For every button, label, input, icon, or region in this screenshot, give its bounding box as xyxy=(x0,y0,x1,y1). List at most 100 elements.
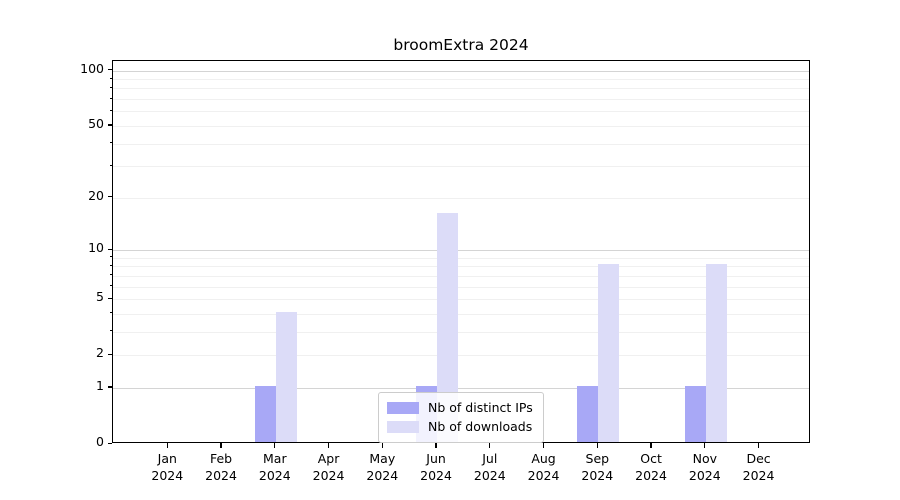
y-axis-tick xyxy=(107,386,112,388)
y-axis-minor-tick xyxy=(109,274,112,276)
y-gridline-minor xyxy=(113,257,809,259)
bar-distinct-ips xyxy=(577,385,599,442)
x-tick-label: Jun 2024 xyxy=(406,450,466,484)
bar-distinct-ips xyxy=(254,385,276,442)
y-axis-tick xyxy=(107,248,112,250)
x-axis-tick xyxy=(757,443,760,448)
x-tick-label: Aug 2024 xyxy=(514,450,574,484)
y-gridline-minor xyxy=(113,143,809,145)
y-gridline-minor xyxy=(113,275,809,277)
y-axis-minor-tick xyxy=(109,97,112,99)
x-tick-label: Apr 2024 xyxy=(299,450,359,484)
y-axis-minor-tick xyxy=(109,164,112,166)
x-tick-label: Jan 2024 xyxy=(137,450,197,484)
x-tick-label: Oct 2024 xyxy=(621,450,681,484)
y-axis-minor-tick xyxy=(109,312,112,314)
y-gridline-minor xyxy=(113,125,809,127)
bar-distinct-ips xyxy=(684,385,706,442)
y-axis-minor-tick xyxy=(109,77,112,79)
y-gridline-minor xyxy=(113,197,809,199)
x-axis-tick xyxy=(381,443,383,448)
x-tick-label: Jul 2024 xyxy=(460,450,520,484)
x-tick-label-year: 2024 xyxy=(527,468,560,483)
y-axis-tick xyxy=(107,297,112,299)
y-axis-minor-tick xyxy=(109,264,112,266)
y-axis-minor-tick xyxy=(109,109,112,111)
y-axis-minor-tick xyxy=(109,285,112,287)
plot-area xyxy=(112,60,810,443)
x-axis-tick xyxy=(220,443,222,448)
x-tick-label: May 2024 xyxy=(352,450,412,484)
y-axis-minor-tick xyxy=(109,330,112,332)
y-tick-label: 100 xyxy=(80,60,104,76)
x-tick-label-year: 2024 xyxy=(151,468,184,483)
x-axis-tick xyxy=(435,443,437,448)
x-tick-label-year: 2024 xyxy=(688,468,721,483)
x-tick-label: Sep 2024 xyxy=(567,450,627,484)
x-tick-label: Nov 2024 xyxy=(675,450,735,484)
x-axis-tick xyxy=(650,443,652,448)
y-axis-minor-tick xyxy=(109,86,112,88)
x-tick-label-year: 2024 xyxy=(205,468,237,483)
y-tick-label: 2 xyxy=(96,345,104,361)
y-axis-tick xyxy=(107,196,112,198)
x-tick-label-year: 2024 xyxy=(581,468,614,483)
x-tick-label-year: 2024 xyxy=(420,468,452,483)
y-gridline-minor xyxy=(113,79,809,81)
x-tick-label-year: 2024 xyxy=(473,468,506,483)
x-axis-tick xyxy=(489,443,491,448)
legend-label-distinct-ips: Nb of distinct IPs xyxy=(428,400,533,415)
y-tick-label: 0 xyxy=(96,434,104,449)
x-tick-label-year: 2024 xyxy=(742,468,775,483)
x-axis-tick xyxy=(327,443,330,448)
y-axis-tick xyxy=(107,442,112,444)
y-axis-tick xyxy=(107,124,112,126)
y-gridline-minor xyxy=(113,111,809,113)
x-axis-tick xyxy=(542,443,545,448)
y-gridline-major xyxy=(113,250,809,251)
x-tick-label-year: 2024 xyxy=(312,468,345,483)
x-tick-label: Mar 2024 xyxy=(245,450,305,484)
y-gridline-minor xyxy=(113,286,809,288)
x-tick-label: Dec 2024 xyxy=(729,450,789,484)
bar-downloads xyxy=(705,264,727,442)
chart-title: broomExtra 2024 xyxy=(393,36,529,54)
y-gridline-minor xyxy=(113,299,809,301)
y-axis-minor-tick xyxy=(109,142,112,144)
y-gridline-minor xyxy=(113,266,809,268)
y-tick-label: 10 xyxy=(88,240,104,255)
y-tick-label: 1 xyxy=(96,377,104,393)
x-tick-label-year: 2024 xyxy=(635,468,667,483)
y-tick-label: 20 xyxy=(88,187,104,203)
bar-downloads xyxy=(437,212,459,442)
y-gridline-minor xyxy=(113,166,809,168)
legend-label-downloads: Nb of downloads xyxy=(428,419,533,434)
y-gridline-major xyxy=(113,70,809,72)
x-tick-label-year: 2024 xyxy=(258,468,291,483)
x-axis-tick xyxy=(596,443,598,448)
bar-downloads xyxy=(275,311,297,442)
x-axis-tick xyxy=(166,443,168,448)
y-gridline-minor xyxy=(113,99,809,101)
y-axis-minor-tick xyxy=(109,256,112,258)
y-gridline-minor xyxy=(113,355,809,357)
legend-swatch-distinct-ips xyxy=(387,401,419,414)
legend-entry-downloads: Nb of downloads xyxy=(387,417,535,436)
y-tick-label: 50 xyxy=(88,115,104,131)
legend-swatch-downloads xyxy=(387,420,419,433)
y-tick-label: 5 xyxy=(96,289,104,305)
y-gridline-minor xyxy=(113,88,809,90)
bar-downloads xyxy=(598,264,620,442)
legend-entry-distinct-ips: Nb of distinct IPs xyxy=(387,398,535,417)
y-gridline-major xyxy=(113,387,809,389)
y-gridline-minor xyxy=(113,313,809,315)
y-gridline-minor xyxy=(113,331,809,333)
legend: Nb of distinct IPs Nb of downloads xyxy=(378,392,544,443)
x-tick-label-year: 2024 xyxy=(366,468,399,483)
x-tick-label: Feb 2024 xyxy=(191,450,251,484)
y-axis-tick xyxy=(107,353,112,355)
y-axis-tick xyxy=(107,69,112,71)
x-axis-tick xyxy=(704,443,706,448)
x-axis-tick xyxy=(274,443,276,448)
